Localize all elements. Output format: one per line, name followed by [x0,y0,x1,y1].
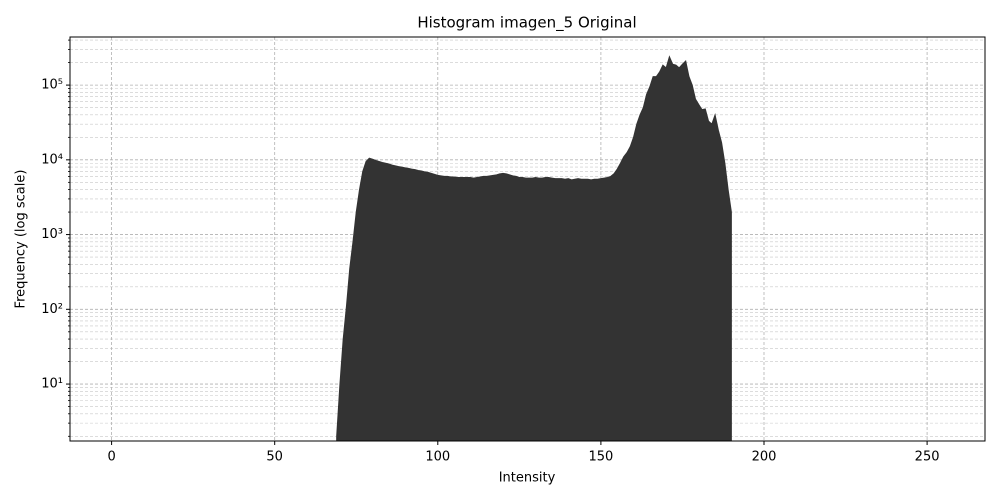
y-tick-label: 10² [41,302,63,317]
histogram-area [336,55,732,441]
y-tick-label: 10⁵ [41,78,63,93]
y-tick-label: 10³ [41,227,63,242]
chart-title: Histogram imagen_5 Original [417,14,636,33]
x-tick-label: 100 [425,450,450,465]
x-axis-label: Intensity [499,471,556,486]
x-tick-label: 150 [588,450,613,465]
x-tick-label: 200 [752,450,777,465]
x-tick-label: 0 [107,450,115,465]
y-tick-label: 10¹ [41,377,63,392]
x-tick-label: 250 [915,450,940,465]
plot-frame [69,36,986,442]
y-axis-label: Frequency (log scale) [14,170,29,309]
x-tick-label: 50 [266,450,283,465]
y-tick-label: 10⁴ [41,152,63,167]
